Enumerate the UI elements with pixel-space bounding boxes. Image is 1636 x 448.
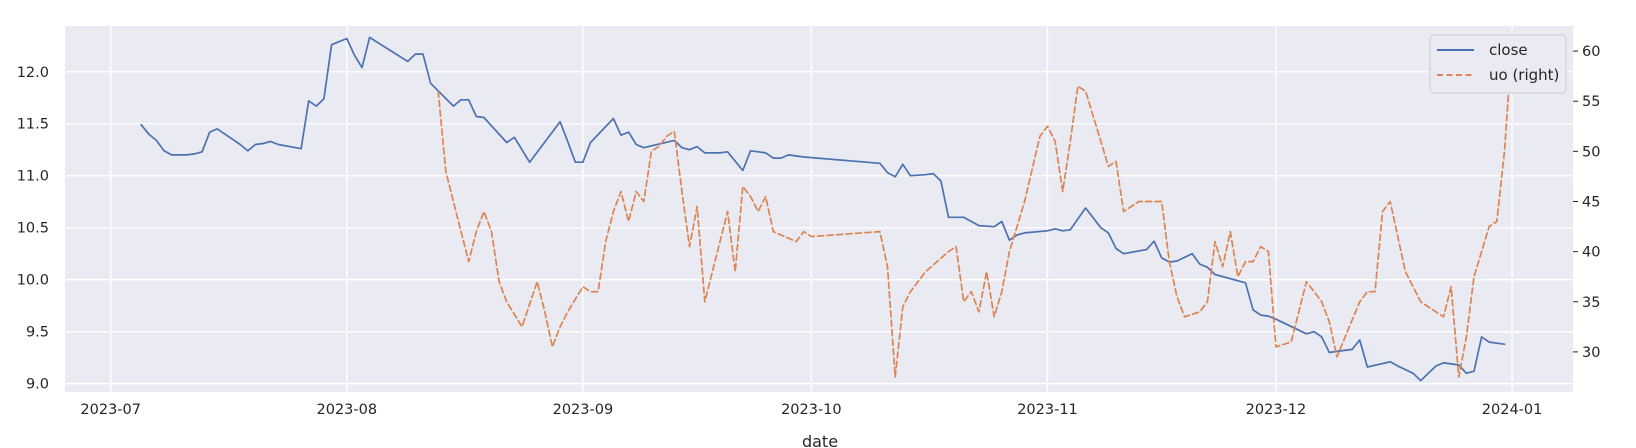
right-y-tick-label: 60 <box>1582 44 1600 60</box>
series-line-uo <box>437 40 1513 378</box>
x-tick-label: 2023-09 <box>553 402 614 418</box>
right-y-tick-label: 30 <box>1582 345 1600 361</box>
left-y-tick-label: 10.5 <box>17 221 49 237</box>
legend-label-close: close <box>1489 41 1528 59</box>
x-tick-label: 2023-12 <box>1246 402 1307 418</box>
right-y-axis-ticks: 30 35 40 45 50 55 60 <box>1573 44 1600 361</box>
left-y-tick-label: 9.5 <box>26 325 49 341</box>
x-axis-ticks: 2023-07 2023-08 2023-09 2023-10 2023-11 2023-… <box>80 402 1542 418</box>
left-y-tick-label: 10.0 <box>17 273 49 289</box>
x-tick-label: 2023-08 <box>317 402 378 418</box>
legend-label-uo: uo (right) <box>1489 66 1559 84</box>
plot-background <box>65 26 1573 392</box>
right-y-tick-label: 50 <box>1582 144 1600 160</box>
left-y-tick-label: 12.0 <box>17 65 49 81</box>
legend: close uo (right) <box>1429 34 1567 94</box>
x-tick-label: 2023-10 <box>781 402 842 418</box>
grid-lines <box>65 26 1573 392</box>
left-y-tick-label: 9.0 <box>26 377 49 393</box>
right-y-tick-label: 45 <box>1582 194 1600 210</box>
right-y-tick-label: 55 <box>1582 94 1600 110</box>
left-y-tick-label: 11.0 <box>17 169 49 185</box>
x-tick-label: 2024-01 <box>1482 402 1543 418</box>
series-lines <box>140 36 1513 382</box>
right-y-tick-label: 35 <box>1582 295 1600 311</box>
series-line-close <box>140 36 1506 382</box>
x-tick-label: 2023-11 <box>1017 402 1078 418</box>
left-y-tick-label: 11.5 <box>17 117 49 133</box>
right-y-tick-label: 40 <box>1582 245 1600 261</box>
x-tick-label: 2023-07 <box>80 402 141 418</box>
x-axis-label: date <box>802 432 838 448</box>
left-y-axis-ticks: 9.0 9.5 10.0 10.5 11.0 11.5 12.0 <box>17 65 49 393</box>
